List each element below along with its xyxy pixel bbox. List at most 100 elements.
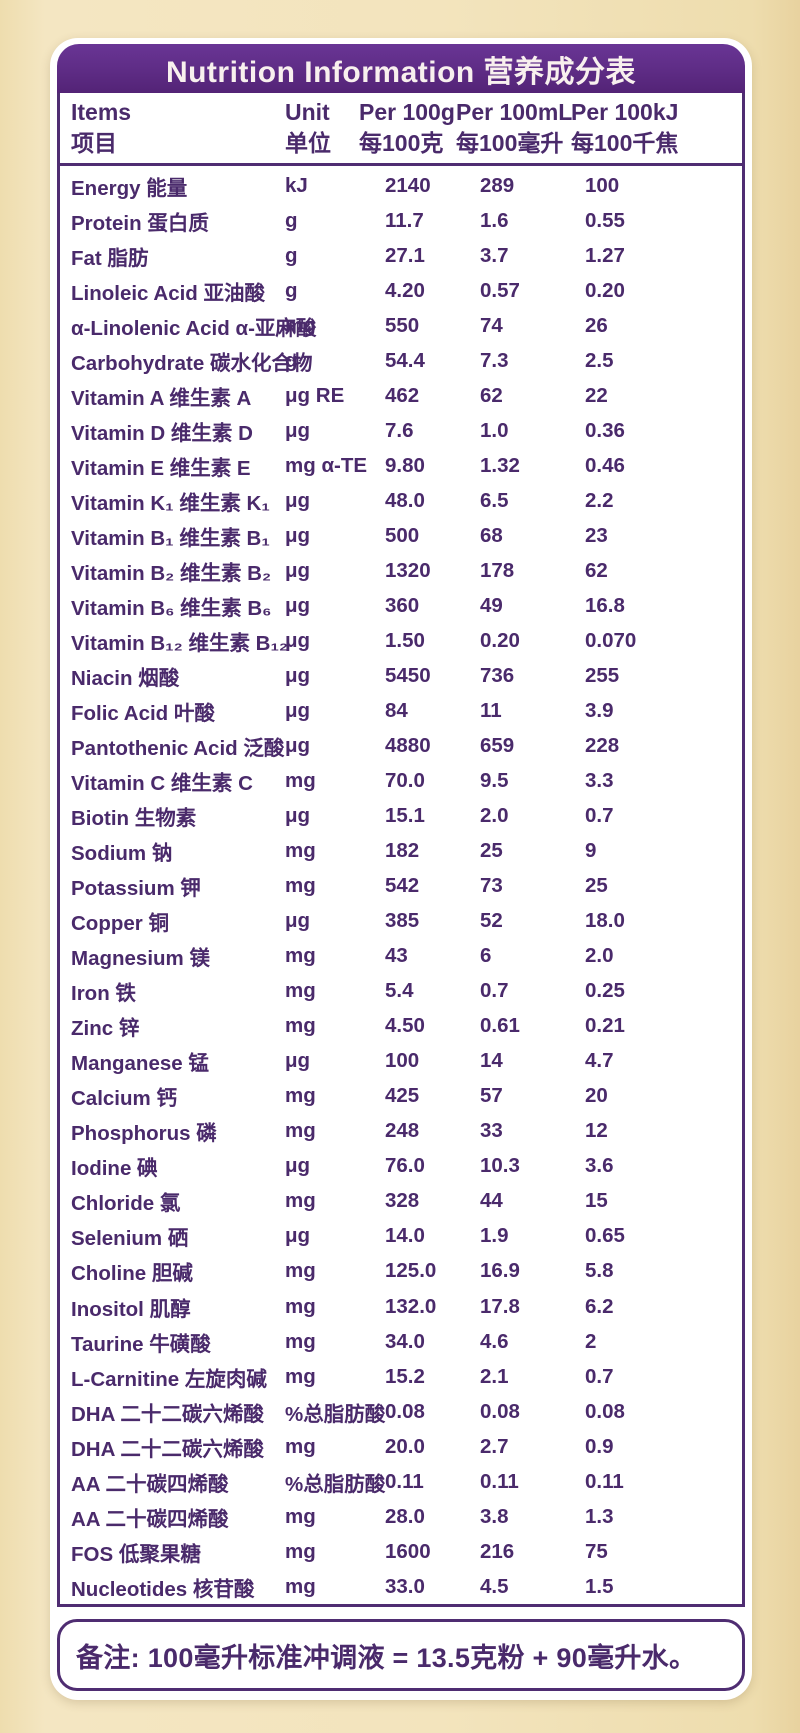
table-row: AA 二十碳四烯酸 mg 28.0 3.8 1.3 <box>60 1499 742 1534</box>
row-item-name: Zinc 锌 <box>71 1017 140 1041</box>
row-value-per-100kj: 22 <box>585 383 608 407</box>
row-unit: mg <box>285 769 316 793</box>
row-unit: mg <box>285 979 316 1003</box>
table-row: Pantothenic Acid 泛酸 μg 4880 659 228 <box>60 729 742 764</box>
row-value-per-100kj: 12 <box>585 1119 608 1143</box>
row-value-per-100g: 7.6 <box>385 418 414 442</box>
row-unit: mg <box>285 839 316 863</box>
row-value-per-100g: 14.0 <box>385 1224 425 1248</box>
row-value-per-100ml: 33 <box>480 1119 503 1143</box>
row-value-per-100kj: 3.3 <box>585 769 614 793</box>
row-value-per-100ml: 14 <box>480 1049 503 1073</box>
row-value-per-100g: 34.0 <box>385 1329 425 1353</box>
row-item-name: Niacin 烟酸 <box>71 666 180 690</box>
row-value-per-100ml: 216 <box>480 1539 515 1563</box>
row-item-name: Manganese 锰 <box>71 1052 209 1076</box>
row-value-per-100ml: 1.0 <box>480 418 509 442</box>
table-row: Vitamin C 维生素 C mg 70.0 9.5 3.3 <box>60 764 742 799</box>
row-item-name: α-Linolenic Acid α-亚麻酸 <box>71 316 317 340</box>
row-value-per-100g: 125.0 <box>385 1259 437 1283</box>
row-value-per-100g: 2140 <box>385 173 431 197</box>
row-unit: μg <box>285 1154 311 1178</box>
row-value-per-100kj: 2 <box>585 1329 597 1353</box>
row-value-per-100g: 542 <box>385 874 420 898</box>
row-value-per-100kj: 0.25 <box>585 979 625 1003</box>
row-value-per-100kj: 25 <box>585 874 608 898</box>
row-value-per-100g: 550 <box>385 313 420 337</box>
row-unit: mg <box>285 874 316 898</box>
row-unit: %总脂肪酸 <box>285 1402 386 1426</box>
table-row: Chloride 氯 mg 328 44 15 <box>60 1184 742 1219</box>
row-value-per-100ml: 0.61 <box>480 1014 520 1038</box>
table-row: Vitamin B₁₂ 维生素 B₁₂ μg 1.50 0.20 0.070 <box>60 623 742 658</box>
row-value-per-100ml: 289 <box>480 173 515 197</box>
row-value-per-100g: 20.0 <box>385 1434 425 1458</box>
row-item-name: Carbohydrate 碳水化合物 <box>71 351 313 375</box>
row-value-per-100kj: 0.46 <box>585 453 625 477</box>
row-value-per-100kj: 0.070 <box>585 628 637 652</box>
row-value-per-100g: 500 <box>385 523 420 547</box>
row-item-name: AA 二十碳四烯酸 <box>71 1472 229 1496</box>
row-unit: mg <box>285 1084 316 1108</box>
row-item-name: DHA 二十二碳六烯酸 <box>71 1402 264 1426</box>
row-value-per-100g: 100 <box>385 1049 420 1073</box>
row-unit: μg <box>285 909 311 933</box>
row-unit: g <box>285 208 298 232</box>
table-row: Copper 铜 μg 385 52 18.0 <box>60 904 742 939</box>
row-value-per-100ml: 7.3 <box>480 348 509 372</box>
row-value-per-100kj: 2.0 <box>585 944 614 968</box>
row-value-per-100g: 33.0 <box>385 1574 425 1598</box>
row-value-per-100ml: 2.7 <box>480 1434 509 1458</box>
row-unit: mg <box>285 944 316 968</box>
nutrition-table: Items 项目 Unit 单位 Per 100g 每100克 Per 100m… <box>57 93 745 1607</box>
row-item-name: Choline 胆碱 <box>71 1262 193 1286</box>
column-header-unit-zh: 单位 <box>285 130 331 156</box>
row-unit: μg <box>285 558 311 582</box>
row-value-per-100g: 385 <box>385 909 420 933</box>
row-value-per-100g: 360 <box>385 593 420 617</box>
table-row: Iron 铁 mg 5.4 0.7 0.25 <box>60 974 742 1009</box>
row-value-per-100g: 132.0 <box>385 1294 437 1318</box>
row-unit: kJ <box>285 173 308 197</box>
row-unit: mg <box>285 1119 316 1143</box>
row-value-per-100kj: 1.3 <box>585 1504 614 1528</box>
table-row: AA 二十碳四烯酸 %总脂肪酸 0.11 0.11 0.11 <box>60 1464 742 1499</box>
row-item-name: Energy 能量 <box>71 176 188 200</box>
row-item-name: Linoleic Acid 亚油酸 <box>71 281 266 305</box>
table-row: DHA 二十二碳六烯酸 %总脂肪酸 0.08 0.08 0.08 <box>60 1394 742 1429</box>
row-value-per-100kj: 0.20 <box>585 278 625 302</box>
column-header-per-100g-zh: 每100克 <box>359 130 444 156</box>
row-unit: g <box>285 348 298 372</box>
table-row: Vitamin B₆ 维生素 B₆ μg 360 49 16.8 <box>60 588 742 623</box>
row-value-per-100g: 248 <box>385 1119 420 1143</box>
row-value-per-100g: 1320 <box>385 558 431 582</box>
table-row: Selenium 硒 μg 14.0 1.9 0.65 <box>60 1219 742 1254</box>
row-value-per-100g: 28.0 <box>385 1504 425 1528</box>
table-row: α-Linolenic Acid α-亚麻酸 mg 550 74 26 <box>60 308 742 343</box>
row-unit: mg <box>285 1504 316 1528</box>
row-unit: μg <box>285 523 311 547</box>
row-unit: mg <box>285 1574 316 1598</box>
table-row: Energy 能量 kJ 2140 289 100 <box>60 168 742 203</box>
row-item-name: Inositol 肌醇 <box>71 1297 191 1321</box>
row-value-per-100ml: 11 <box>480 698 502 722</box>
row-value-per-100kj: 3.9 <box>585 698 614 722</box>
row-value-per-100ml: 9.5 <box>480 769 509 793</box>
row-unit: μg <box>285 1224 311 1248</box>
row-value-per-100kj: 0.21 <box>585 1014 625 1038</box>
row-value-per-100kj: 16.8 <box>585 593 625 617</box>
row-item-name: FOS 低聚果糖 <box>71 1542 201 1566</box>
table-row: Vitamin A 维生素 A μg RE 462 62 22 <box>60 378 742 413</box>
row-value-per-100ml: 10.3 <box>480 1154 520 1178</box>
row-value-per-100ml: 25 <box>480 839 503 863</box>
row-value-per-100g: 4.20 <box>385 278 425 302</box>
row-value-per-100ml: 2.1 <box>480 1364 509 1388</box>
row-unit: μg <box>285 488 311 512</box>
row-unit: μg <box>285 593 311 617</box>
row-value-per-100ml: 6 <box>480 944 492 968</box>
table-row: L-Carnitine 左旋肉碱 mg 15.2 2.1 0.7 <box>60 1359 742 1394</box>
row-value-per-100g: 9.80 <box>385 453 425 477</box>
row-value-per-100g: 43 <box>385 944 408 968</box>
row-item-name: DHA 二十二碳六烯酸 <box>71 1437 264 1461</box>
row-item-name: Phosphorus 磷 <box>71 1122 217 1146</box>
